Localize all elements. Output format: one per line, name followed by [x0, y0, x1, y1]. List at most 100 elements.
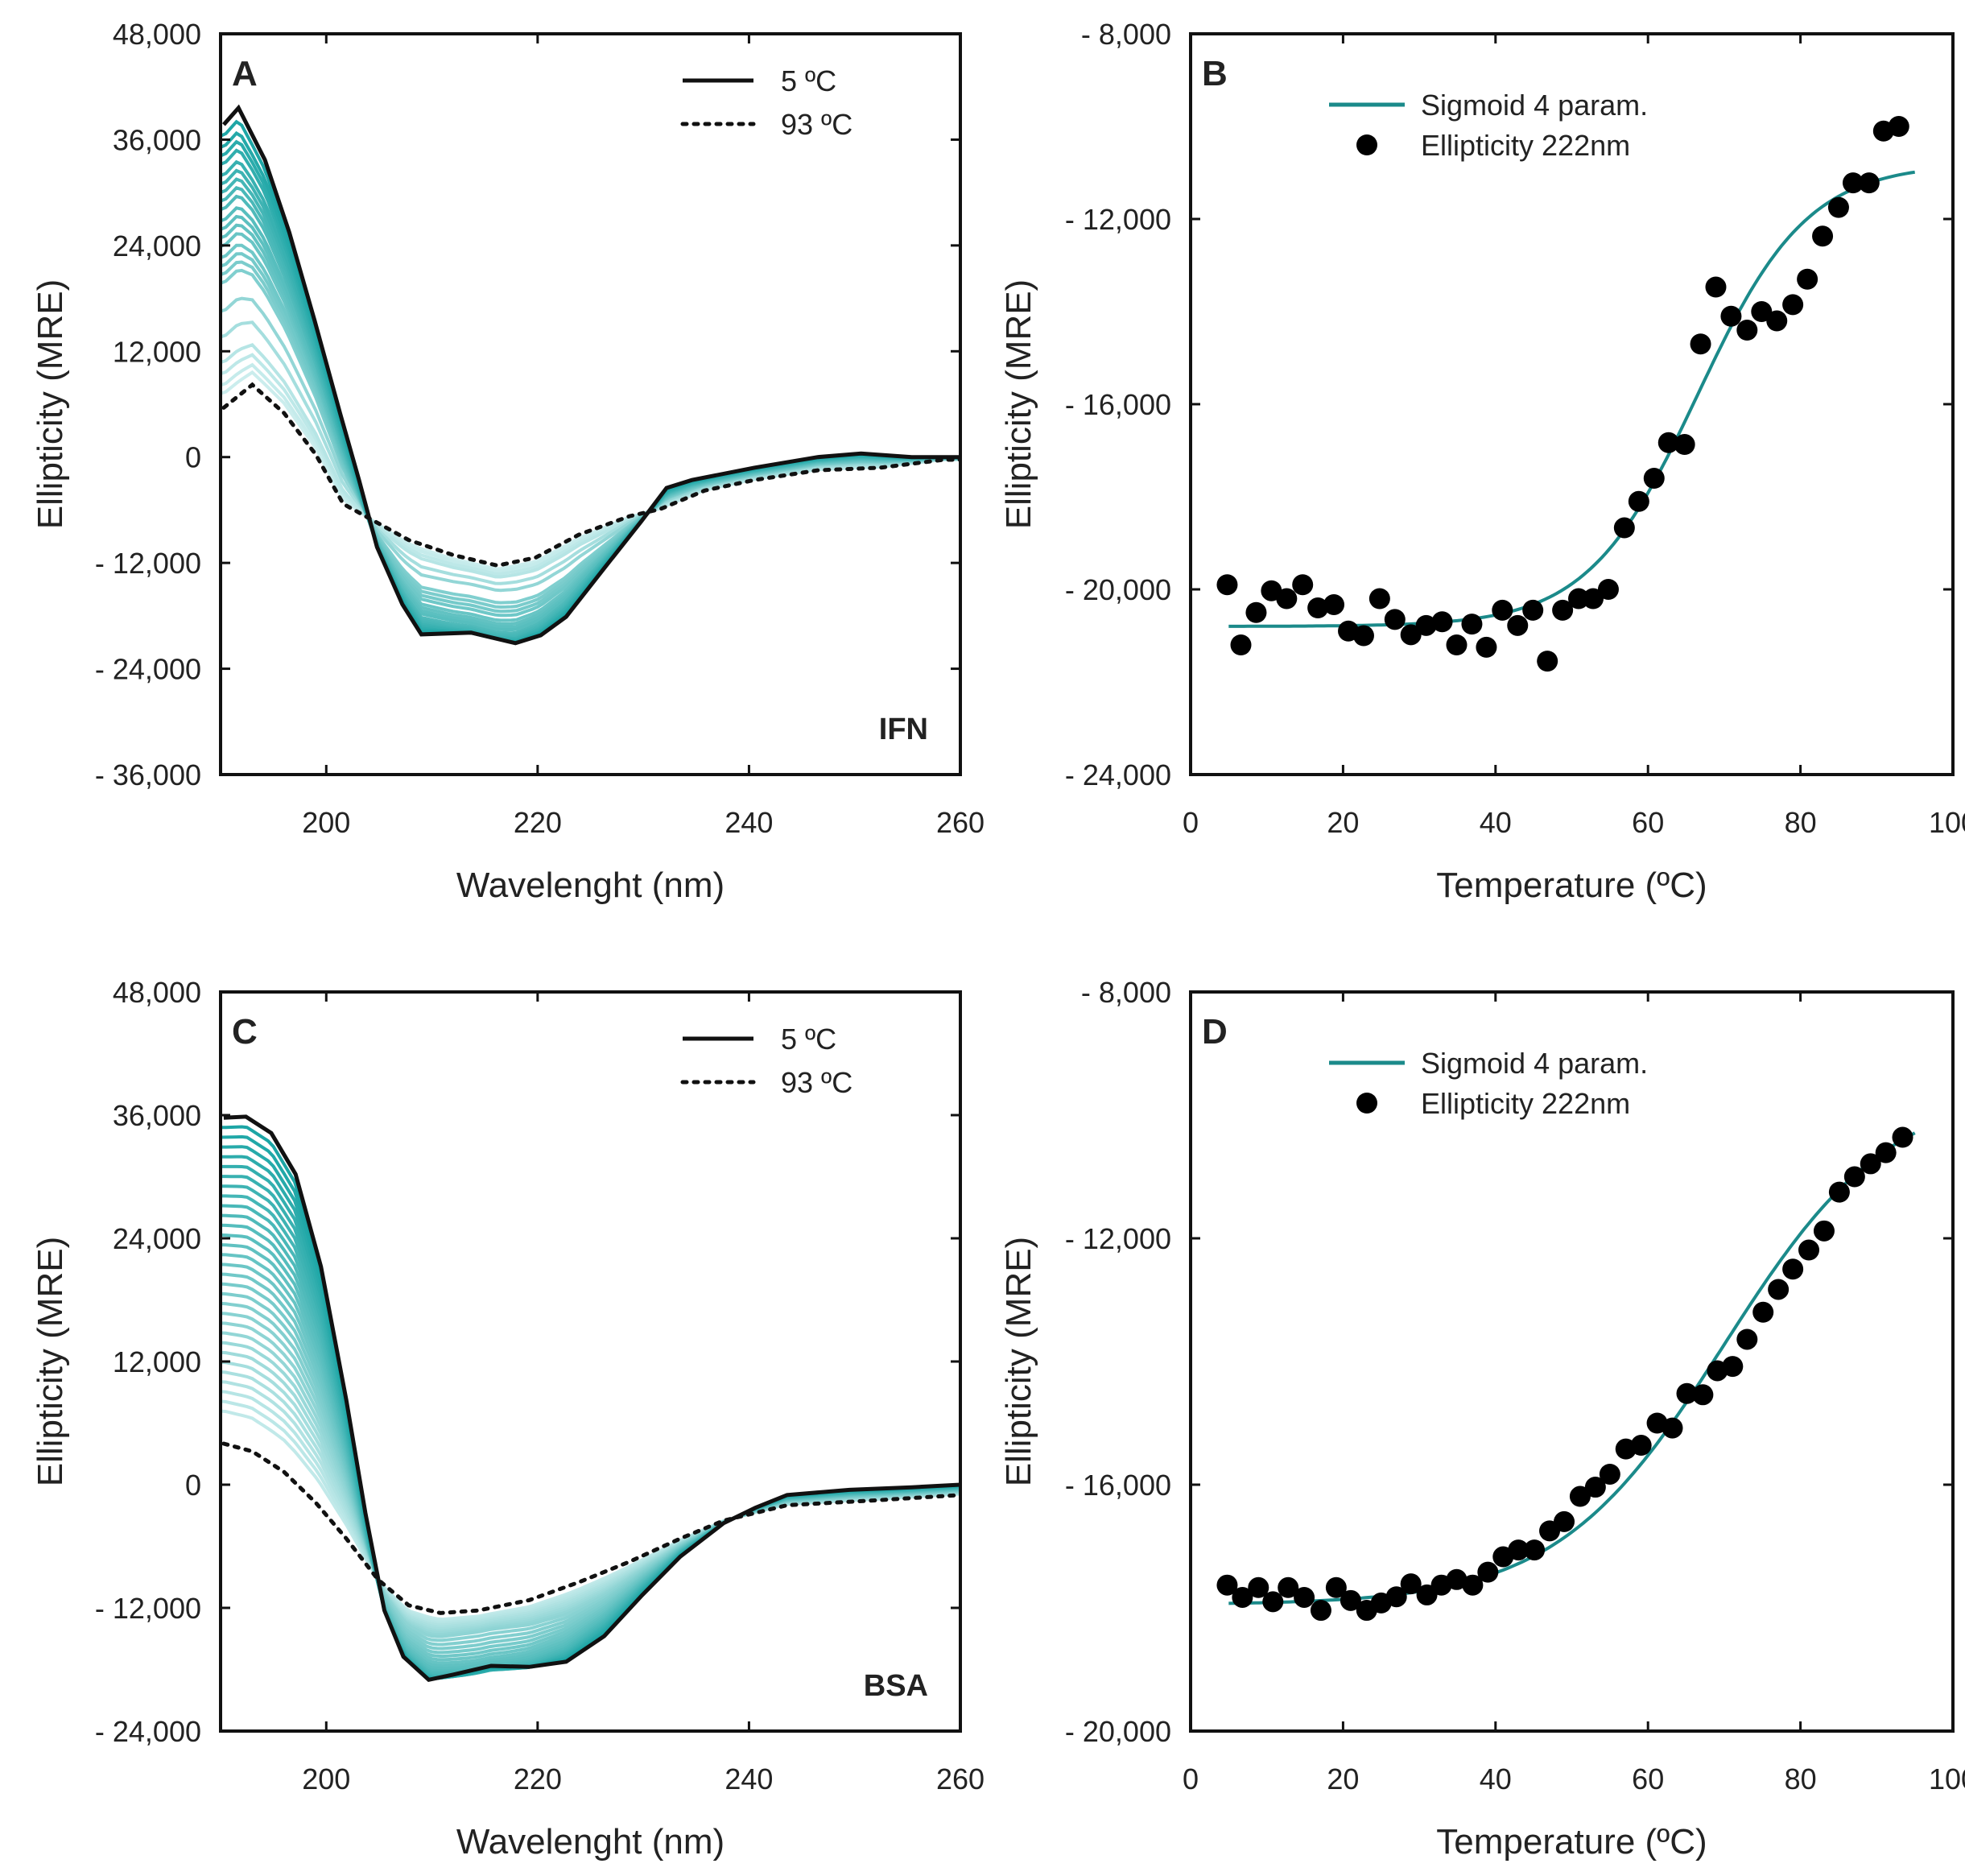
panel-letter: D	[1202, 1012, 1228, 1052]
plot-frame	[219, 32, 962, 776]
data-point	[1643, 468, 1665, 489]
data-point	[1692, 1384, 1714, 1406]
data-point	[1522, 599, 1544, 621]
x-tick-label: 240	[724, 1762, 773, 1795]
legend: Sigmoid 4 param. Ellipticity 222nm	[1329, 1047, 1648, 1120]
data-point	[1461, 614, 1483, 635]
data-point	[1657, 432, 1679, 453]
data-point	[1860, 1153, 1881, 1175]
sample-label: IFN	[879, 713, 928, 746]
data-point	[1782, 294, 1804, 316]
y-tick-label: - 24,000	[95, 1715, 201, 1748]
y-axis-title: Ellipticity (MRE)	[999, 1237, 1038, 1486]
legend-label: 93 ºC	[781, 108, 852, 141]
data-point	[1736, 320, 1758, 341]
x-tick-label: 0	[1183, 806, 1199, 839]
data-point	[1888, 116, 1909, 137]
legend: 5 ºC 93 ºC	[680, 64, 852, 141]
data-point	[1262, 1591, 1284, 1613]
legend: Sigmoid 4 param. Ellipticity 222nm	[1329, 89, 1648, 162]
data-point	[1276, 588, 1298, 609]
y-axis-title: Ellipticity (MRE)	[31, 1237, 70, 1486]
data-point	[1352, 625, 1374, 647]
y-tick-label: - 20,000	[1065, 573, 1171, 606]
data-point	[1232, 1586, 1253, 1608]
panel-a: 200 220 240 260 48,000 36,000 24,000 12,000 0 - 1…	[31, 18, 985, 905]
series-line-5c	[223, 1114, 960, 1683]
x-tick-label: 260	[936, 806, 985, 839]
y-tick-label: 0	[185, 441, 201, 474]
x-tick-label: 240	[724, 806, 773, 839]
plot-frame	[1189, 990, 1955, 1733]
y-tick-label: - 24,000	[1065, 758, 1171, 791]
y-axis-title: Ellipticity (MRE)	[31, 279, 70, 529]
data-point	[1325, 1576, 1347, 1598]
y-tick-label: - 8,000	[1081, 18, 1171, 51]
data-point	[1245, 601, 1267, 623]
y-tick-label: 24,000	[113, 1222, 201, 1255]
data-point	[1797, 268, 1818, 290]
plot-area	[1216, 116, 1915, 672]
data-point	[1507, 614, 1529, 636]
x-tick-label: 40	[1480, 1762, 1512, 1795]
data-point	[1597, 579, 1619, 600]
data-point	[1294, 1586, 1315, 1608]
panel-letter: C	[232, 1012, 258, 1052]
data-point	[1230, 634, 1252, 655]
y-tick-label: 36,000	[113, 1099, 201, 1132]
legend: 5 ºC 93 ºC	[680, 1023, 852, 1099]
data-point	[1400, 624, 1422, 646]
data-point	[1628, 490, 1649, 512]
data-point	[1752, 1301, 1774, 1323]
y-tick-label: - 12,000	[95, 1592, 201, 1625]
data-point	[1674, 434, 1695, 456]
legend-label: 93 ºC	[781, 1066, 852, 1099]
series-line-93c	[221, 1441, 960, 1615]
data-point	[1216, 1574, 1238, 1596]
data-point	[1524, 1539, 1546, 1561]
data-point	[1630, 1435, 1652, 1457]
y-tick-label: - 36,000	[95, 758, 201, 791]
y-tick-label: 48,000	[113, 18, 201, 51]
intermediate-temperature-curve	[221, 296, 960, 593]
panel-d: 0 20 40 60 80 100 - 8,000 - 12,000 - 16,000 - 20,…	[999, 976, 1965, 1862]
x-axis-title: Wavelenght (nm)	[456, 1822, 724, 1862]
data-point	[1569, 1486, 1591, 1507]
x-tick-label: 20	[1327, 806, 1359, 839]
x-tick-label: 200	[302, 806, 350, 839]
y-tick-label: - 12,000	[95, 547, 201, 580]
y-tick-label: 48,000	[113, 976, 201, 1009]
y-tick-label: - 12,000	[1065, 1222, 1171, 1255]
x-tick-label: 0	[1183, 1762, 1199, 1795]
data-point	[1307, 597, 1329, 618]
x-tick-label: 40	[1480, 806, 1512, 839]
legend-marker	[1356, 134, 1377, 155]
y-tick-label: - 24,000	[95, 653, 201, 686]
panel-letter: A	[232, 54, 258, 93]
data-point	[1705, 276, 1727, 298]
data-point	[1843, 1166, 1865, 1188]
legend-label: 5 ºC	[781, 1023, 836, 1056]
data-point	[1415, 614, 1437, 636]
y-tick-label: 12,000	[113, 335, 201, 368]
data-point	[1446, 634, 1468, 655]
legend-marker	[1356, 1093, 1377, 1114]
x-tick-label: 80	[1785, 806, 1817, 839]
data-point	[1766, 310, 1788, 332]
data-point	[1310, 1600, 1331, 1622]
series-line-5c	[222, 104, 960, 646]
legend-label: Sigmoid 4 param.	[1421, 89, 1648, 122]
data-point	[1720, 305, 1742, 327]
y-axis-title: Ellipticity (MRE)	[999, 279, 1038, 529]
data-point	[1368, 588, 1390, 609]
data-point	[1812, 225, 1834, 247]
data-point	[1552, 599, 1574, 621]
data-point	[1613, 517, 1635, 539]
x-tick-label: 100	[1929, 806, 1965, 839]
plot-area	[221, 1114, 960, 1683]
y-tick-label: - 16,000	[1065, 388, 1171, 421]
x-tick-label: 20	[1327, 1762, 1359, 1795]
data-point	[1875, 1142, 1897, 1163]
legend-label: Sigmoid 4 param.	[1421, 1047, 1648, 1080]
